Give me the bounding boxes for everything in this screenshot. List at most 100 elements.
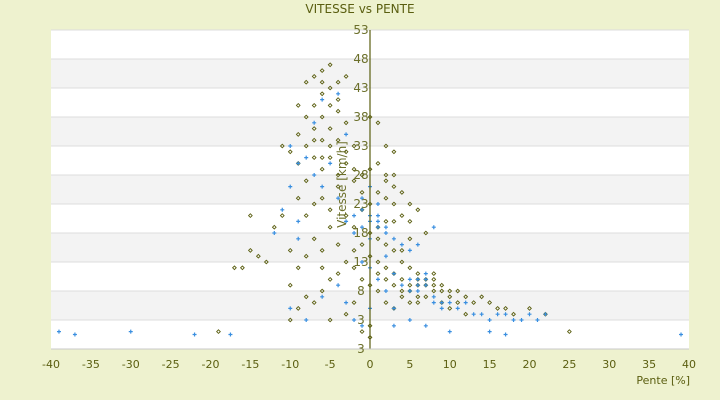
data-point-diamond: [375, 271, 381, 277]
data-point-plus: [296, 161, 301, 166]
data-point-diamond: [343, 73, 349, 79]
data-point-diamond: [383, 195, 389, 201]
data-point-diamond: [431, 276, 437, 282]
data-point-plus: [399, 242, 404, 247]
y-tick-label: 23: [353, 197, 368, 211]
data-point-plus: [527, 312, 532, 317]
data-point-plus: [296, 236, 301, 241]
data-point-diamond: [423, 294, 429, 300]
data-point-plus: [344, 300, 349, 305]
data-point-plus: [407, 318, 412, 322]
data-point-diamond: [455, 300, 461, 306]
data-point-plus: [519, 318, 524, 322]
data-point-diamond: [375, 189, 381, 195]
data-point-diamond: [527, 305, 532, 311]
data-point-plus: [495, 312, 500, 317]
data-point-diamond: [311, 73, 317, 79]
data-point-diamond: [391, 201, 397, 207]
data-point-plus: [447, 329, 452, 334]
data-point-diamond: [231, 265, 237, 271]
x-tick-label: -40: [42, 358, 60, 371]
data-point-diamond: [319, 137, 325, 143]
data-point-plus: [56, 329, 61, 334]
x-tick-label: 20: [523, 358, 537, 371]
data-point-plus: [471, 312, 476, 317]
data-point-diamond: [327, 143, 333, 149]
data-point-plus: [375, 277, 380, 282]
data-point-diamond: [287, 317, 293, 323]
data-point-plus: [383, 231, 388, 235]
data-point-plus: [679, 332, 684, 337]
data-point-diamond: [511, 311, 516, 317]
x-tick-label: 35: [642, 358, 656, 371]
data-point-diamond: [399, 288, 405, 294]
data-point-diamond: [359, 189, 365, 195]
x-tick-label: -10: [281, 358, 299, 371]
data-point-diamond: [279, 143, 285, 149]
data-point-diamond: [279, 213, 285, 219]
data-point-plus: [128, 329, 133, 334]
data-point-diamond: [335, 97, 341, 103]
data-point-plus: [228, 332, 233, 337]
data-point-plus: [431, 225, 436, 230]
data-point-diamond: [311, 126, 317, 132]
data-point-plus: [272, 231, 277, 235]
y-axis-label: Vitesse [km/h]: [335, 141, 349, 228]
data-point-diamond: [463, 311, 469, 317]
data-point-plus: [320, 294, 325, 299]
data-point-plus: [312, 120, 317, 125]
y-tick-label: 48: [353, 52, 368, 66]
chart-title: VITESSE vs PENTE: [305, 2, 415, 16]
data-point-diamond: [287, 149, 293, 155]
data-point-diamond: [399, 247, 405, 253]
data-point-diamond: [431, 271, 437, 277]
data-point-diamond: [383, 276, 389, 282]
data-point-plus: [399, 283, 404, 288]
data-point-plus: [304, 318, 309, 322]
data-point-diamond: [343, 120, 349, 126]
data-point-diamond: [383, 218, 389, 224]
data-point-diamond: [311, 155, 317, 161]
data-point-diamond: [343, 259, 349, 265]
data-point-diamond: [423, 230, 429, 236]
data-point-diamond: [399, 189, 405, 195]
y-tick-label: 33: [353, 139, 368, 153]
data-point-diamond: [335, 184, 341, 190]
data-point-plus: [391, 236, 396, 241]
data-point-diamond: [375, 288, 381, 294]
data-point-plus: [320, 184, 325, 189]
data-point-plus: [352, 318, 357, 322]
x-tick-label: 5: [406, 358, 413, 371]
data-point-plus: [288, 306, 293, 311]
data-point-diamond: [566, 329, 572, 335]
data-point-diamond: [303, 143, 309, 149]
x-tick-label: -5: [325, 358, 336, 371]
data-point-diamond: [287, 247, 293, 253]
y-tick-label: 3: [357, 313, 365, 327]
data-point-plus: [328, 161, 333, 166]
data-point-diamond: [239, 265, 245, 271]
y-tick-label: 43: [353, 81, 368, 95]
data-point-diamond: [447, 294, 453, 300]
data-point-plus: [344, 219, 349, 224]
data-point-diamond: [407, 282, 413, 288]
data-point-diamond: [319, 195, 325, 201]
x-tick-label: 30: [602, 358, 616, 371]
y-tick-label: 13: [353, 255, 368, 269]
x-tick-label: 15: [483, 358, 497, 371]
y-tick-label: 18: [353, 226, 368, 240]
data-point-diamond: [391, 282, 397, 288]
data-point-diamond: [407, 265, 413, 271]
data-point-diamond: [343, 149, 349, 155]
x-tick-label: -30: [122, 358, 140, 371]
data-point-diamond: [319, 79, 325, 85]
data-point-diamond: [255, 253, 261, 259]
data-point-plus: [423, 283, 428, 288]
x-tick-label: -15: [241, 358, 259, 371]
data-point-diamond: [351, 224, 357, 230]
x-tick-label: -25: [162, 358, 180, 371]
data-point-diamond: [471, 300, 477, 306]
data-point-diamond: [431, 288, 437, 294]
data-point-plus: [415, 242, 420, 247]
data-point-plus: [423, 277, 428, 282]
